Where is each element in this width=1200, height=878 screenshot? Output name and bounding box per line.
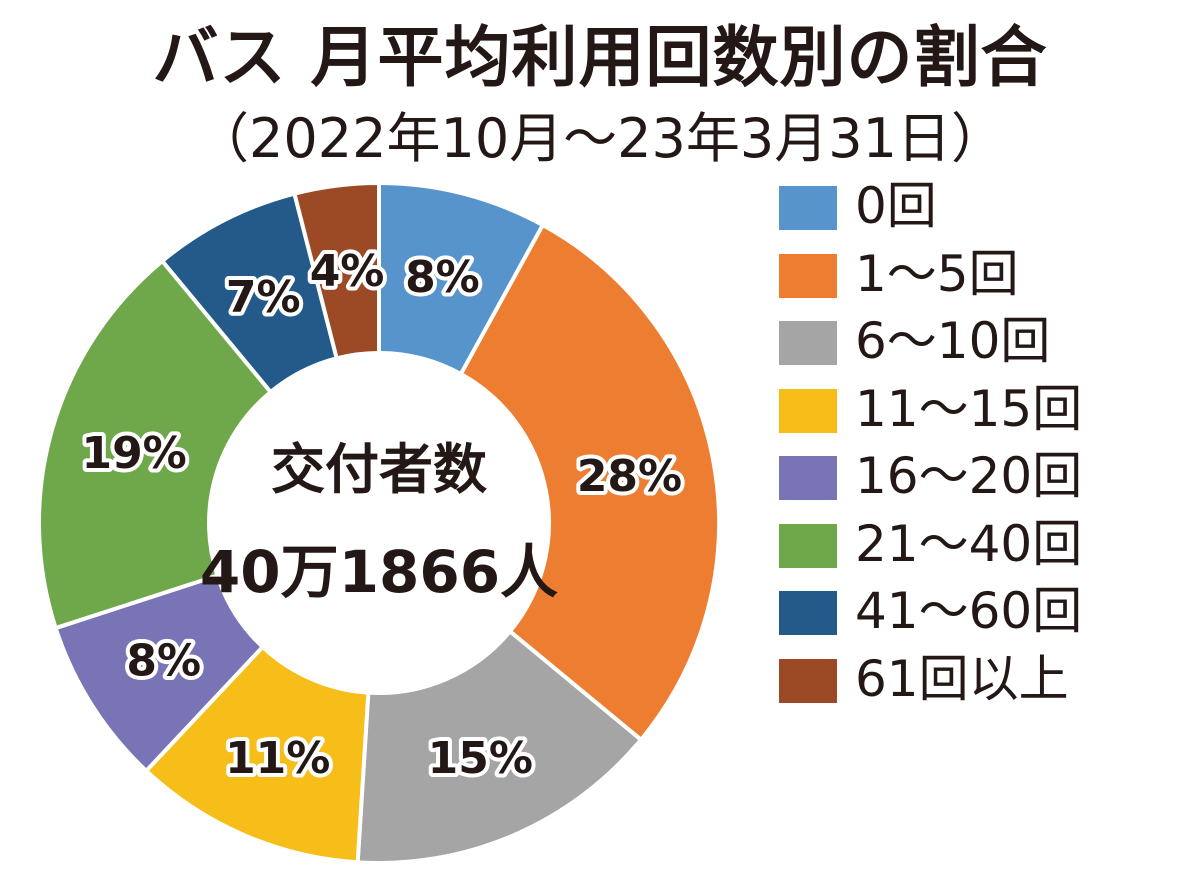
legend-label: 21～40回 (855, 514, 1083, 573)
slice-label: 8% (405, 252, 480, 303)
legend-swatch (779, 456, 837, 500)
slice-2 (458, 222, 721, 743)
slice-label: 19% (81, 428, 186, 479)
slice-label: 4% (310, 246, 385, 297)
slice-3 (355, 628, 644, 865)
legend-swatch (779, 321, 837, 365)
slice-6 (37, 258, 274, 631)
center-label-line2: 40万1866人 (200, 538, 558, 606)
slice-label: 28% (577, 451, 682, 502)
legend-swatch (779, 523, 837, 568)
legend-label: 6～10回 (855, 312, 1051, 370)
slice-label: 7% (226, 272, 301, 323)
slice-label: 8% (126, 636, 201, 687)
legend-swatch (779, 388, 837, 433)
slice-label: 15% (428, 733, 533, 784)
slice-4 (143, 644, 371, 865)
legend-label: 11～15回 (855, 379, 1083, 438)
center-label-line1: 交付者数 (271, 438, 487, 501)
legend-swatch (779, 591, 837, 635)
chart-subtitle: （2022年10月～23年3月31日） (195, 107, 1005, 170)
legend-swatch (779, 658, 837, 703)
legend-label: 41～60回 (855, 582, 1083, 640)
donut-chart: 8% 28% 15% 11% 8% 19% 7%4% 交付者数 40万1866人 (37, 180, 721, 865)
legend-label: 0回 (855, 177, 937, 235)
legend-label: 16～20回 (855, 447, 1083, 505)
chart-title: バス 月平均利用回数別の割合 (152, 19, 1048, 96)
slice-8 (292, 180, 381, 361)
legend-label: 1～5回 (855, 244, 1019, 303)
legend-swatch (779, 186, 837, 230)
legend-swatch (779, 253, 837, 298)
slice-label: 11% (225, 733, 330, 784)
legend-label: 61回以上 (855, 649, 1069, 708)
